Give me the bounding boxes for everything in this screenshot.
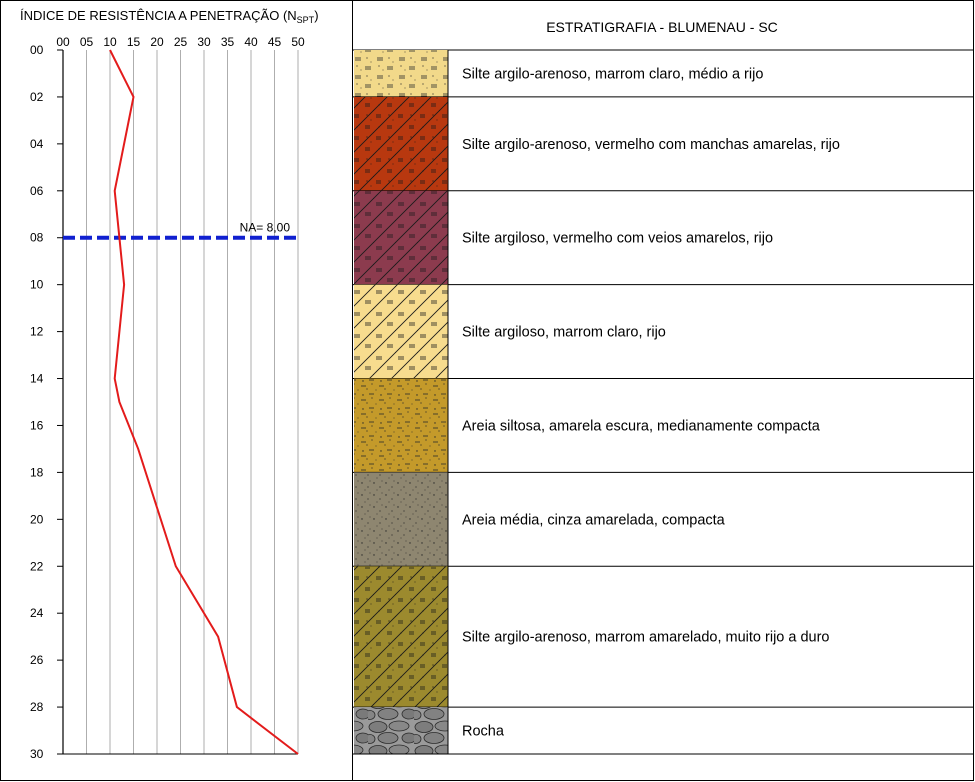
x-tick-label: 30 [197, 35, 211, 49]
stratum-description: Silte argilo-arenoso, marrom claro, médi… [462, 66, 763, 82]
stratum-6: Areia média, cinza amarelada, compacta [353, 472, 974, 567]
water-level-label: NA= 8,00 [240, 221, 291, 235]
stratum-pattern [354, 96, 448, 191]
stratum-pattern [354, 378, 448, 473]
stratum-pattern [354, 472, 448, 567]
y-tick-label: 24 [30, 606, 44, 620]
y-tick-label: 08 [30, 231, 44, 245]
stratum-pattern [354, 284, 448, 379]
y-tick-label: 04 [30, 137, 44, 151]
spt-y-axis-ticks: 00 02 04 06 08 10 12 14 16 18 20 22 24 26 28 30 [30, 43, 298, 761]
x-tick-label: 15 [127, 35, 141, 49]
stratum-pattern [354, 50, 448, 97]
y-tick-label: 06 [30, 184, 44, 198]
y-tick-label: 02 [30, 90, 44, 104]
spt-title-subscript: SPT [297, 15, 315, 25]
nspt-line [109, 49, 299, 755]
spt-title-close: ) [314, 8, 318, 23]
stratum-1: Silte argilo-arenoso, marrom claro, médi… [353, 50, 974, 98]
y-tick-label: 30 [30, 747, 44, 761]
stratum-description: Areia siltosa, amarela escura, medianame… [462, 418, 821, 434]
y-tick-label: 12 [30, 325, 44, 339]
y-tick-label: 26 [30, 653, 44, 667]
stratum-description: Silte argilo-arenoso, vermelho com manch… [462, 137, 840, 153]
stratum-3: Silte argiloso, vermelho com veios amare… [353, 190, 974, 286]
stratum-description: Silte argiloso, vermelho com veios amare… [462, 231, 773, 247]
stratum-description: Silte argiloso, marrom claro, rijo [462, 325, 666, 341]
stratigraphy-title: ESTRATIGRAFIA - BLUMENAU - SC [546, 19, 778, 35]
x-tick-label: 25 [174, 35, 188, 49]
stratum-pattern [354, 566, 448, 708]
spt-x-axis-ticks: 00 05 10 15 20 25 30 35 40 45 50 [56, 35, 305, 49]
x-tick-label: 40 [244, 35, 258, 49]
stratum-pattern [354, 190, 448, 285]
water-level: NA= 8,00 [63, 221, 298, 240]
y-tick-label: 22 [30, 559, 44, 573]
y-tick-label: 28 [30, 700, 44, 714]
stratum-description: Silte argilo-arenoso, marrom amarelado, … [462, 630, 830, 646]
stratum-8: Rocha [353, 707, 974, 755]
spt-series [109, 49, 299, 755]
stratum-description: Rocha [462, 724, 505, 740]
stratum-pattern [354, 707, 448, 754]
y-tick-label: 14 [30, 372, 44, 386]
spt-title-main: ÍNDICE DE RESISTÊNCIA A PENETRAÇÃO (N [20, 8, 297, 23]
x-tick-label: 00 [56, 35, 70, 49]
stratum-description: Areia média, cinza amarelada, compacta [462, 512, 726, 528]
stratum-5: Areia siltosa, amarela escura, medianame… [353, 378, 974, 473]
spt-grid [62, 50, 299, 754]
x-tick-label: 05 [80, 35, 94, 49]
y-tick-label: 10 [30, 278, 44, 292]
stratum-2: Silte argilo-arenoso, vermelho com manch… [353, 96, 974, 192]
x-tick-label: 10 [103, 35, 117, 49]
right-panel-frame [352, 0, 974, 781]
x-tick-label: 50 [291, 35, 305, 49]
stratum-7: Silte argilo-arenoso, marrom amarelado, … [353, 566, 974, 708]
stratigraphy-column: Silte argilo-arenoso, marrom claro, médi… [353, 50, 974, 755]
x-tick-label: 45 [268, 35, 282, 49]
left-panel-frame [0, 0, 353, 781]
x-tick-label: 20 [150, 35, 164, 49]
spt-chart-title: ÍNDICE DE RESISTÊNCIA A PENETRAÇÃO (NSPT… [20, 8, 319, 25]
x-tick-label: 35 [221, 35, 235, 49]
y-tick-label: 16 [30, 418, 44, 432]
y-tick-label: 00 [30, 43, 44, 57]
y-tick-label: 20 [30, 512, 44, 526]
stratum-4: Silte argiloso, marrom claro, rijo [353, 284, 974, 380]
y-tick-label: 18 [30, 465, 44, 479]
